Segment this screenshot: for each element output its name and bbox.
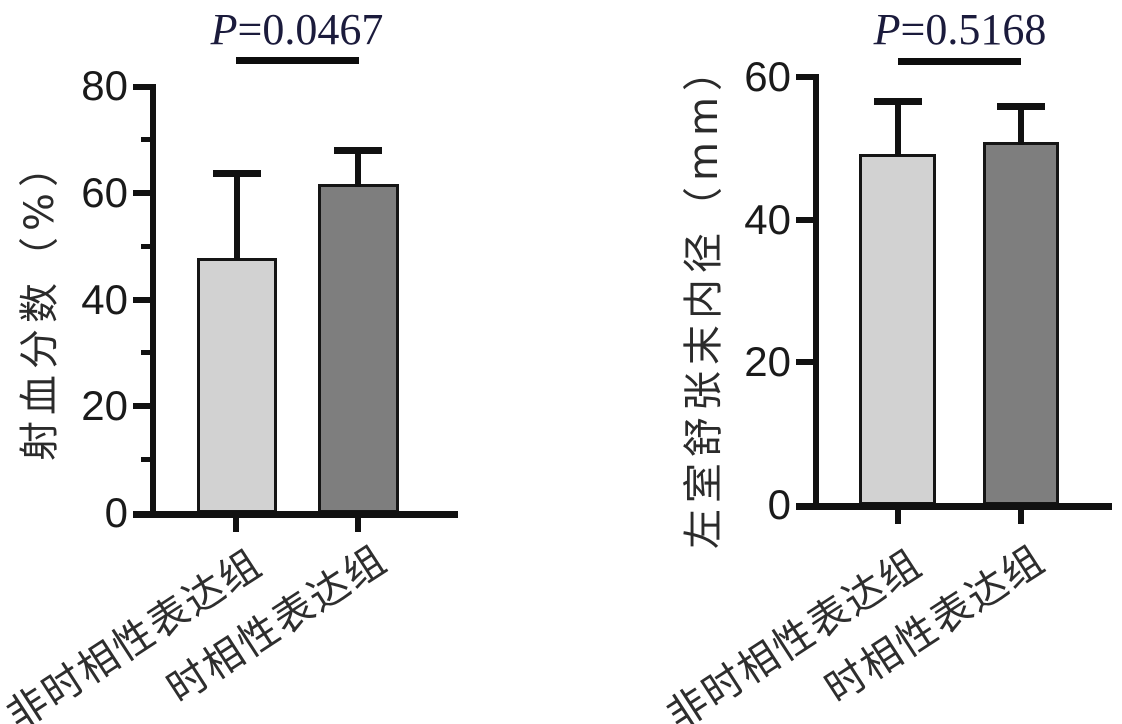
y-tick-40 [133, 297, 153, 303]
x-tick-group1 [895, 510, 901, 524]
bar-group1 [859, 154, 936, 505]
x-axis-line [796, 503, 1112, 510]
bar-group2 [318, 184, 399, 513]
y-axis-line [813, 74, 819, 508]
p-value-text: =0.0467 [237, 5, 384, 54]
x-tick-group2 [355, 518, 361, 532]
y-tick-label: 20 [81, 382, 128, 429]
y-tick-label: 40 [744, 196, 791, 243]
y-minor-tick-10 [141, 457, 153, 462]
y-minor-tick-30 [141, 350, 153, 355]
y-axis-title: 左室舒张末内径（mm） [681, 45, 727, 549]
p-value-text: =0.5168 [900, 5, 1047, 54]
y-tick-label: 0 [767, 481, 791, 528]
error-bar-cap-group2 [334, 147, 382, 154]
y-tick-label: 80 [81, 62, 128, 109]
y-tick-60 [133, 190, 153, 196]
p-symbol: P [873, 5, 901, 54]
significance-line [236, 57, 359, 64]
y-tick-label: 0 [104, 489, 128, 536]
significance-line [898, 58, 1021, 65]
error-bar-cap-group2 [997, 103, 1045, 110]
y-tick-60 [796, 74, 816, 80]
p-value-annotation: P=0.0467 [177, 6, 417, 54]
y-tick-label: 60 [81, 169, 128, 216]
error-bar-stem-group1 [895, 100, 901, 156]
y-tick-label: 20 [744, 338, 791, 385]
x-axis-line [133, 511, 458, 518]
y-tick-20 [796, 359, 816, 365]
y-minor-tick-50 [141, 244, 153, 249]
y-tick-label: 40 [81, 276, 128, 323]
y-tick-label: 60 [744, 53, 791, 100]
y-tick-20 [133, 403, 153, 409]
p-symbol: P [210, 5, 238, 54]
error-bar-stem-group2 [1018, 105, 1024, 145]
error-bar-cap-group1 [213, 170, 261, 177]
y-axis-title: 射血分数（%） [17, 141, 63, 462]
error-bar-cap-group1 [874, 98, 922, 105]
p-value-annotation: P=0.5168 [838, 6, 1082, 54]
x-tick-group1 [233, 518, 239, 532]
y-minor-tick-70 [141, 137, 153, 142]
error-bar-stem-group2 [355, 149, 361, 187]
x-tick-group2 [1018, 510, 1024, 524]
y-axis-line [150, 84, 156, 516]
bar-group1 [197, 258, 277, 513]
bar-group2 [983, 142, 1059, 505]
y-tick-40 [796, 217, 816, 223]
error-bar-stem-group1 [234, 172, 240, 260]
y-tick-80 [133, 84, 153, 90]
